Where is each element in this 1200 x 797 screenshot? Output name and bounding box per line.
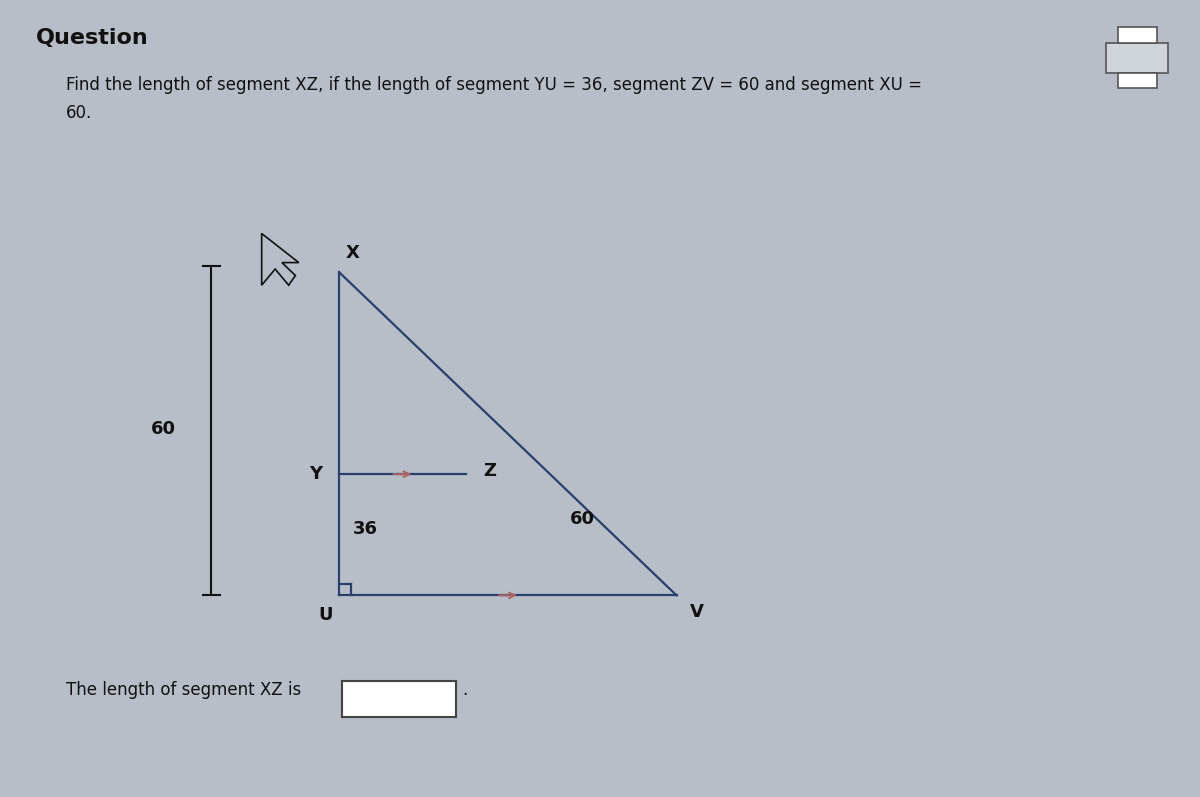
- FancyBboxPatch shape: [1106, 43, 1169, 73]
- Bar: [1117, 73, 1157, 88]
- Text: 60: 60: [151, 420, 176, 438]
- Text: Find the length of segment XZ, if the length of segment YU = 36, segment ZV = 60: Find the length of segment XZ, if the le…: [66, 76, 922, 94]
- Text: The length of segment XZ is: The length of segment XZ is: [66, 681, 301, 700]
- Text: Y: Y: [310, 465, 322, 483]
- Text: V: V: [690, 603, 703, 621]
- Text: X: X: [346, 244, 360, 262]
- Text: Question: Question: [36, 28, 149, 48]
- Text: Z: Z: [482, 462, 496, 480]
- Bar: [1117, 28, 1157, 43]
- Text: U: U: [318, 606, 334, 624]
- Text: 60.: 60.: [66, 104, 92, 122]
- Polygon shape: [262, 234, 299, 285]
- Text: .: .: [462, 681, 467, 700]
- Text: 36: 36: [353, 520, 378, 538]
- Text: 60: 60: [570, 510, 594, 528]
